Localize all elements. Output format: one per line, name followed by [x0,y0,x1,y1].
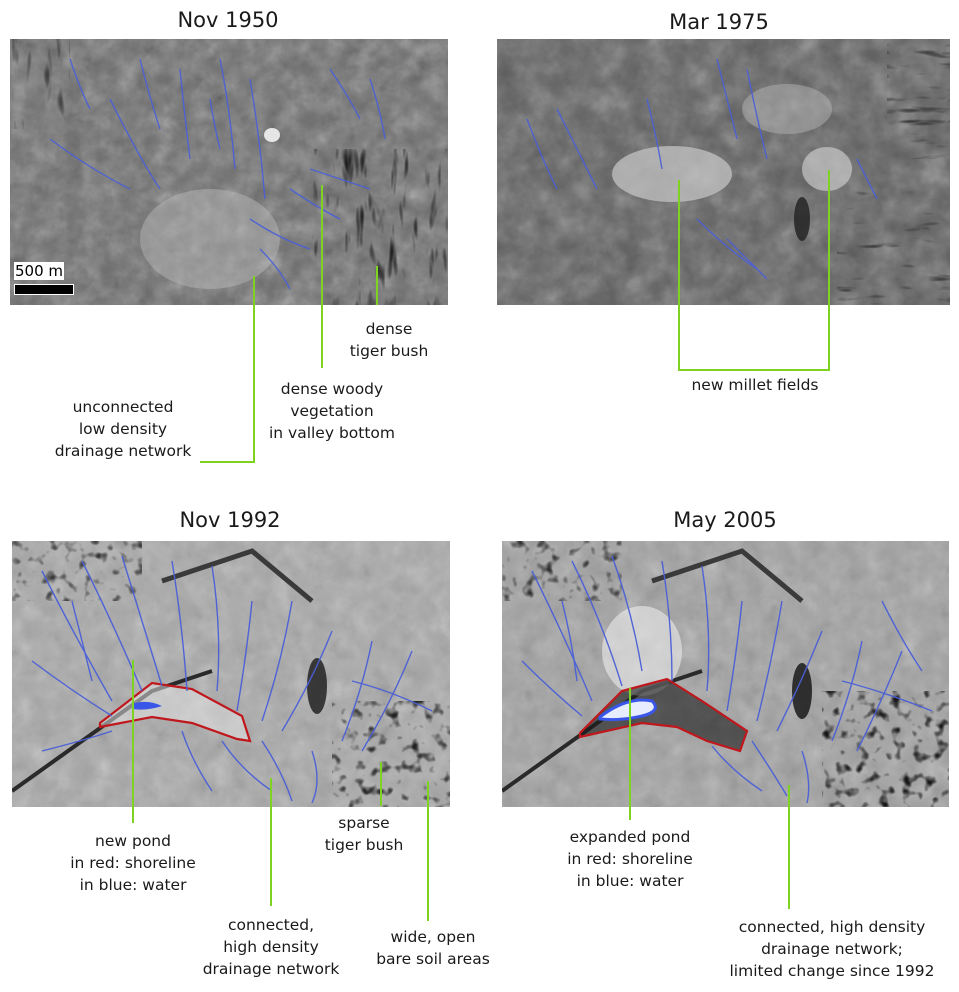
annotation-sparse-tiger-bush: sparse tiger bush [309,812,419,856]
annotation-line: connected, [227,916,315,934]
annotation-line: drainage network; [761,940,903,958]
annotation-connected-high-density-1992: connected, high density drainage network [196,914,346,980]
annotation-unconnected-drainage: unconnected low density drainage network [43,396,203,462]
annotation-line: high density [223,938,319,956]
annotation-new-pond: new pond in red: shoreline in blue: wate… [53,830,213,896]
annotation-line: low density [78,420,168,438]
annotation-line: in red: shoreline [70,854,196,872]
panel-title-mar-1975: Mar 1975 [669,10,769,34]
aerial-photo-nov-1992 [12,541,450,807]
aerial-photo-mar-1975 [497,39,950,305]
annotation-line: tiger bush [349,342,429,360]
annotation-line: new pond [95,832,171,850]
panel-title-nov-1950: Nov 1950 [177,8,279,32]
annotation-line: drainage network [202,960,340,978]
annotation-line: new millet fields [691,376,819,394]
annotation-line: in valley bottom [268,424,396,442]
annotation-dense-woody-vegetation: dense woody vegetation in valley bottom [262,378,402,444]
annotation-line: expanded pond [569,828,691,846]
annotation-line: limited change since 1992 [729,962,935,980]
annotation-line: in blue: water [576,872,684,890]
annotation-line: wide, open [390,928,476,946]
annotation-line: sparse [338,814,390,832]
annotation-line: dense [365,320,413,338]
annotation-new-millet-fields: new millet fields [670,374,840,396]
annotation-wide-open-bare-soil: wide, open bare soil areas [368,926,498,970]
scale-bar-rule [14,284,74,295]
panel-title-may-2005: May 2005 [673,508,777,532]
annotation-line: tiger bush [324,836,404,854]
annotation-line: vegetation [290,402,374,420]
annotation-dense-tiger-bush: dense tiger bush [339,318,439,362]
annotation-line: in blue: water [79,876,187,894]
aerial-photo-may-2005 [502,541,949,807]
annotation-line: in red: shoreline [567,850,693,868]
scale-bar-label: 500 m [14,262,65,280]
annotation-line: drainage network [54,442,192,460]
panel-title-nov-1992: Nov 1992 [179,508,281,532]
annotation-line: dense woody [280,380,384,398]
annotation-line: bare soil areas [376,950,490,968]
annotation-line: connected, high density [738,918,926,936]
scale-bar: 500 m [12,262,74,296]
annotation-line: unconnected [72,398,174,416]
aerial-photo-nov-1950 [10,39,448,305]
annotation-expanded-pond: expanded pond in red: shoreline in blue:… [550,826,710,892]
annotation-connected-high-density-2005: connected, high density drainage network… [712,916,952,982]
